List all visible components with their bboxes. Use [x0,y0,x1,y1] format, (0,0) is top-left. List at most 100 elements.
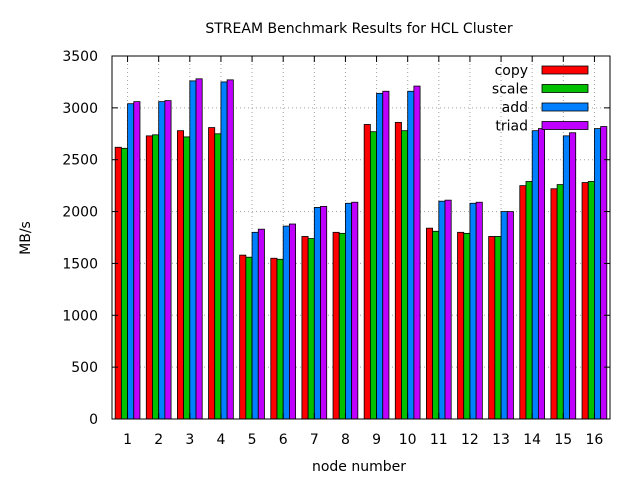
bar-copy-node-13 [488,236,496,420]
x-tick-label: 10 [399,432,417,448]
bar-add-node-8 [345,202,353,420]
bar-copy-node-5 [239,254,247,420]
bar-scale-node-9 [369,131,377,420]
bar-add-node-16 [594,128,602,420]
x-tick-label: 7 [310,432,319,448]
bar-add-node-9 [376,92,384,420]
x-tick-label: 16 [586,432,604,448]
bar-copy-node-7 [301,236,309,420]
bar-triad-node-4 [226,79,234,420]
legend-swatch-scale [541,84,589,93]
bar-scale-node-15 [556,184,564,420]
bar-triad-node-2 [164,100,172,420]
y-axis-label: MB/s [18,221,34,255]
bar-add-node-13 [500,211,508,420]
bar-triad-node-14 [537,128,545,420]
x-tick-label: 12 [461,432,479,448]
x-tick-label: 11 [430,432,448,448]
bar-scale-node-12 [463,232,471,420]
y-tick-label: 0 [89,412,98,428]
bar-copy-node-15 [550,188,558,420]
bar-add-node-10 [407,90,415,420]
bar-scale-node-6 [276,258,284,420]
legend-label-add: add [502,100,528,116]
bar-copy-node-12 [457,231,465,420]
bar-copy-node-1 [114,146,122,420]
x-tick-label: 8 [341,432,350,448]
bar-scale-node-5 [245,256,253,420]
bar-add-node-7 [313,207,321,420]
legend-swatch-add [541,102,589,112]
x-tick-label: 1 [123,432,132,448]
bar-triad-node-16 [600,126,608,420]
bar-copy-node-14 [519,185,527,420]
y-tick-label: 2000 [62,205,98,221]
bar-scale-node-2 [152,134,160,420]
x-tick-label: 2 [154,432,163,448]
bar-copy-node-10 [394,121,402,420]
y-tick-label: 3000 [62,101,98,117]
bar-copy-node-11 [426,227,434,420]
bar-copy-node-16 [581,182,589,420]
bar-add-node-11 [438,200,446,420]
bar-triad-node-6 [288,223,296,420]
bar-triad-node-15 [569,132,577,420]
bar-scale-node-10 [401,130,409,420]
bar-triad-node-12 [475,201,483,420]
bar-triad-node-7 [320,205,328,420]
bar-scale-node-16 [587,181,595,420]
x-tick-label: 15 [554,432,572,448]
y-tick-label: 2500 [62,153,98,169]
bar-triad-node-8 [351,201,359,420]
bar-scale-node-4 [214,133,222,420]
y-tick-label: 500 [71,360,98,376]
x-tick-label: 4 [216,432,225,448]
bar-copy-node-4 [208,127,216,420]
x-tick-label: 5 [248,432,257,448]
bar-copy-node-3 [177,130,185,420]
legend-label-triad: triad [495,119,528,135]
bar-add-node-15 [562,135,570,420]
legend-swatch-copy [541,65,589,75]
bar-triad-node-3 [195,78,203,420]
bar-copy-node-9 [363,124,371,420]
bar-scale-node-8 [338,232,346,420]
bar-triad-node-11 [444,199,452,420]
bar-add-node-3 [189,80,197,420]
bar-copy-node-8 [332,231,340,420]
bar-scale-node-11 [432,230,440,420]
legend-swatch-triad [541,121,589,130]
y-tick-label: 3500 [62,49,98,65]
bar-scale-node-3 [183,136,191,420]
bar-triad-node-5 [257,228,265,420]
x-tick-label: 14 [523,432,541,448]
legend: copy scale add triad [492,63,589,135]
bar-copy-node-6 [270,257,278,420]
x-tick-label: 13 [492,432,510,448]
bars [114,78,608,420]
bar-scale-node-14 [525,181,533,420]
x-tick-label: 9 [372,432,381,448]
bar-add-node-12 [469,202,477,420]
bar-add-node-4 [220,81,228,420]
bar-add-node-6 [282,225,290,420]
bar-scale-node-7 [307,238,315,420]
chart-title: STREAM Benchmark Results for HCL Cluster [205,21,512,37]
bar-add-node-14 [531,130,539,420]
x-tick-label: 3 [185,432,194,448]
legend-label-scale: scale [492,82,528,98]
bar-triad-node-1 [133,101,141,420]
legend-label-copy: copy [495,63,528,79]
x-tick-label: 6 [279,432,288,448]
bar-add-node-1 [127,103,135,420]
bar-triad-node-10 [413,85,421,420]
bar-triad-node-9 [382,90,390,420]
plot-frame [111,55,611,420]
x-axis-label: node number [312,459,406,475]
y-tick-label: 1500 [62,256,98,272]
bar-scale-node-13 [494,236,502,420]
y-tick-label: 1000 [62,308,98,324]
bar-add-node-5 [251,231,259,420]
